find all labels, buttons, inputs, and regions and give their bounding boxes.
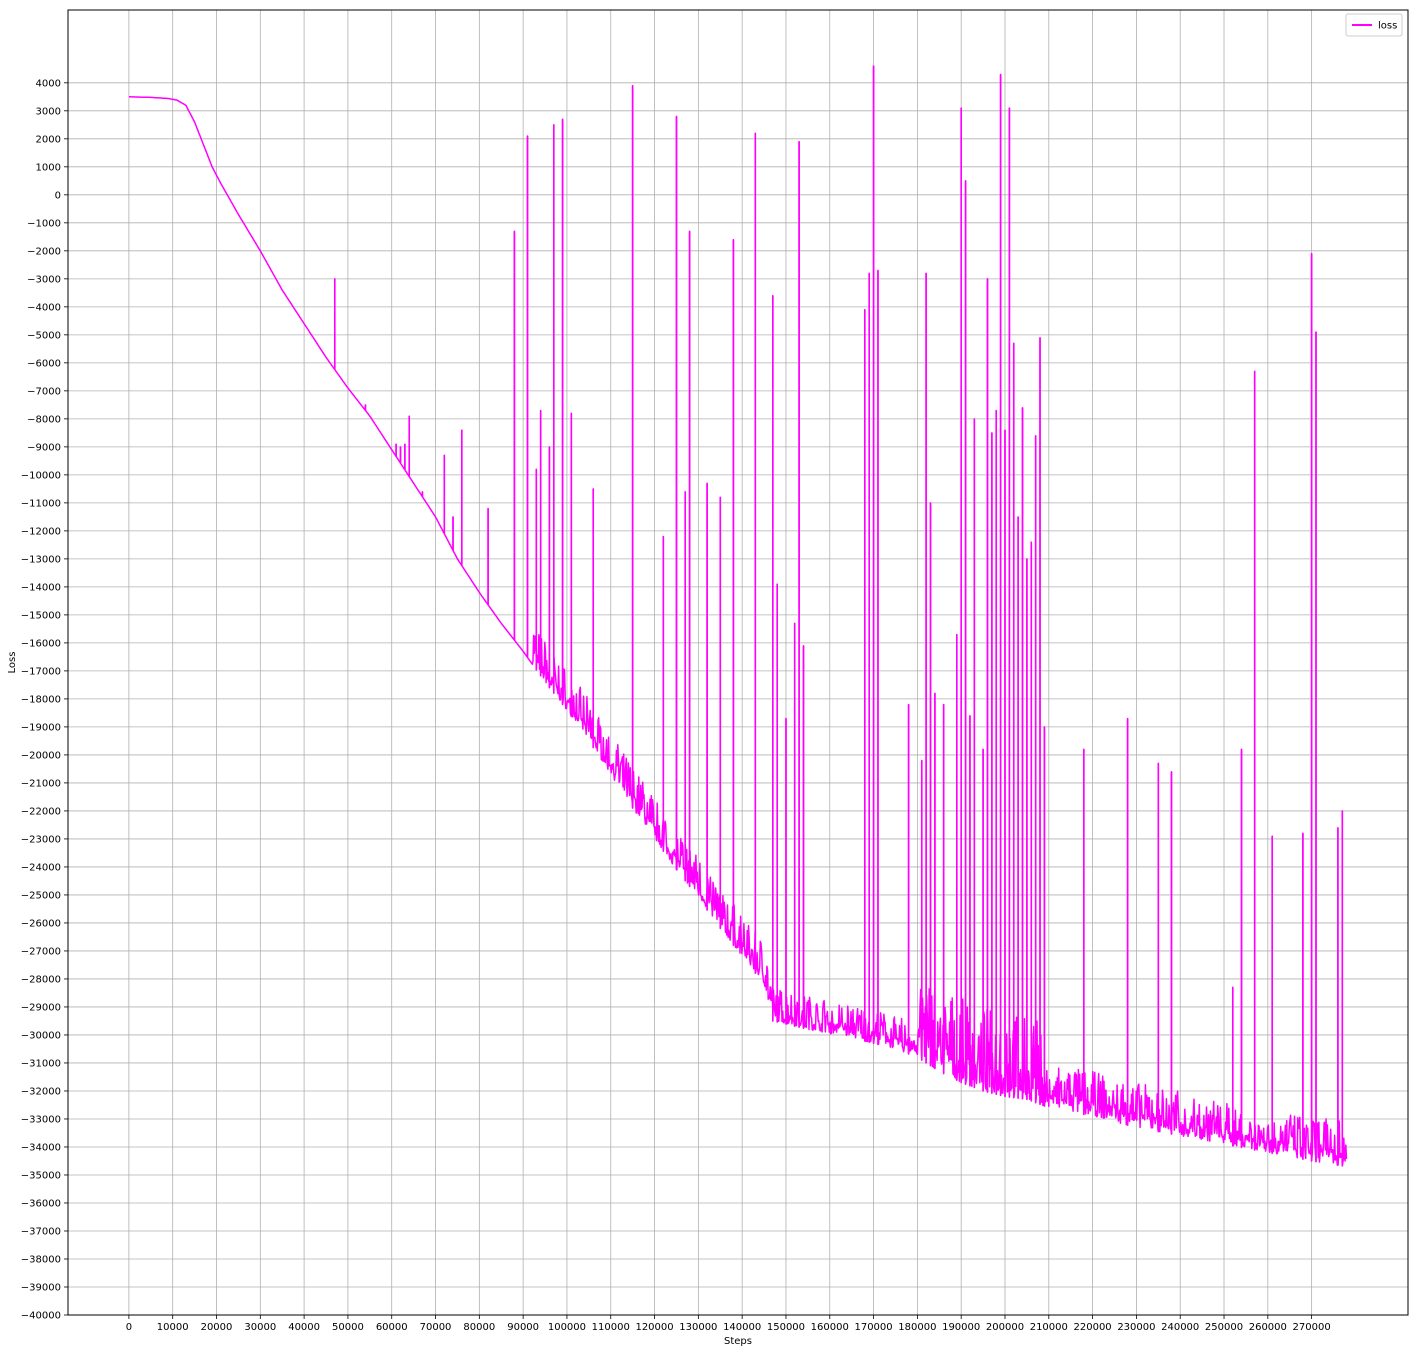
y-tick-label: −6000: [27, 358, 61, 369]
y-tick-label: −37000: [21, 1226, 61, 1237]
y-tick-label: −35000: [21, 1170, 61, 1181]
x-tick-label: 10000: [157, 1322, 189, 1333]
y-tick-label: −4000: [27, 302, 61, 313]
y-axis-ticks: 4000 3000 2000 1000 0 −1000 −2000 −3000 −4000 −50…: [21, 78, 68, 1322]
y-tick-label: −16000: [21, 638, 61, 649]
x-tick-label: 210000: [1030, 1322, 1068, 1333]
x-tick-label: 160000: [811, 1322, 849, 1333]
x-axis-ticks: 0 10000 20000 30000 40000 50000 60000 70000 8000…: [126, 1315, 1331, 1333]
y-tick-label: −10000: [21, 470, 61, 481]
y-tick-label: 1000: [36, 162, 61, 173]
x-tick-label: 230000: [1117, 1322, 1155, 1333]
y-tick-label: 3000: [36, 106, 61, 117]
y-tick-label: −40000: [21, 1311, 61, 1322]
y-tick-label: −9000: [27, 442, 61, 453]
x-tick-label: 140000: [723, 1322, 761, 1333]
y-tick-label: −3000: [27, 274, 61, 285]
x-tick-label: 100000: [548, 1322, 586, 1333]
x-tick-label: 30000: [244, 1322, 276, 1333]
y-tick-label: −24000: [21, 862, 61, 873]
y-tick-label: −8000: [27, 414, 61, 425]
y-tick-label: −26000: [21, 918, 61, 929]
y-tick-label: −36000: [21, 1198, 61, 1209]
x-tick-label: 270000: [1293, 1322, 1331, 1333]
y-tick-label: −34000: [21, 1142, 61, 1153]
x-tick-label: 180000: [898, 1322, 936, 1333]
y-tick-label: −19000: [21, 722, 61, 733]
x-tick-label: 90000: [507, 1322, 539, 1333]
y-tick-label: −30000: [21, 1030, 61, 1041]
y-tick-label: 0: [55, 190, 61, 201]
legend-label-loss: loss: [1378, 21, 1397, 32]
y-tick-label: −21000: [21, 778, 61, 789]
y-tick-label: −25000: [21, 890, 61, 901]
y-tick-label: −31000: [21, 1058, 61, 1069]
y-tick-label: −5000: [27, 330, 61, 341]
y-tick-label: −12000: [21, 526, 61, 537]
y-tick-label: −39000: [21, 1282, 61, 1293]
y-tick-label: −14000: [21, 582, 61, 593]
x-tick-label: 200000: [986, 1322, 1024, 1333]
x-tick-label: 60000: [376, 1322, 408, 1333]
x-tick-label: 80000: [463, 1322, 495, 1333]
x-tick-label: 260000: [1249, 1322, 1287, 1333]
y-tick-label: −15000: [21, 610, 61, 621]
x-tick-label: 110000: [592, 1322, 630, 1333]
y-tick-label: −20000: [21, 750, 61, 761]
x-tick-label: 50000: [332, 1322, 364, 1333]
x-tick-label: 120000: [635, 1322, 673, 1333]
y-tick-label: 4000: [36, 78, 61, 89]
series-line-loss: [128, 65, 1348, 1167]
y-tick-label: −18000: [21, 694, 61, 705]
y-tick-label: −28000: [21, 974, 61, 985]
legend: loss: [1345, 13, 1403, 37]
y-tick-label: −2000: [27, 246, 61, 257]
y-tick-label: −38000: [21, 1254, 61, 1265]
x-tick-label: 40000: [288, 1322, 320, 1333]
y-tick-label: −27000: [21, 946, 61, 957]
x-tick-label: 20000: [201, 1322, 233, 1333]
x-tick-label: 150000: [767, 1322, 805, 1333]
legend-box: [1345, 13, 1403, 37]
y-axis-label: Loss: [7, 652, 18, 674]
x-tick-label: 70000: [420, 1322, 452, 1333]
y-tick-label: −17000: [21, 666, 61, 677]
y-tick-label: −32000: [21, 1086, 61, 1097]
x-tick-label: 130000: [679, 1322, 717, 1333]
x-axis-label: Steps: [724, 1336, 752, 1347]
y-tick-label: −22000: [21, 806, 61, 817]
y-tick-label: −33000: [21, 1114, 61, 1125]
y-tick-label: −1000: [27, 218, 61, 229]
y-tick-label: −23000: [21, 834, 61, 845]
x-tick-label: 240000: [1161, 1322, 1199, 1333]
y-tick-label: 2000: [36, 134, 61, 145]
x-tick-label: 190000: [942, 1322, 980, 1333]
x-tick-label: 250000: [1205, 1322, 1243, 1333]
y-tick-label: −11000: [21, 498, 61, 509]
x-tick-label: 0: [126, 1322, 132, 1333]
x-tick-label: 170000: [854, 1322, 892, 1333]
plot-frame: [67, 9, 1409, 1316]
x-tick-label: 220000: [1074, 1322, 1112, 1333]
y-tick-label: −29000: [21, 1002, 61, 1013]
y-tick-label: −7000: [27, 386, 61, 397]
plot-series: [128, 65, 1348, 1167]
y-tick-label: −13000: [21, 554, 61, 565]
